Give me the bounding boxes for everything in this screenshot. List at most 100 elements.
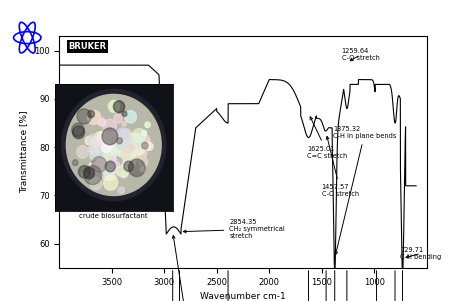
Circle shape [129, 135, 143, 150]
Circle shape [102, 128, 118, 145]
Circle shape [77, 146, 89, 158]
Circle shape [124, 157, 128, 162]
Circle shape [105, 168, 117, 181]
Circle shape [96, 143, 102, 149]
Circle shape [137, 134, 150, 148]
Text: BRUKER: BRUKER [68, 42, 107, 51]
Circle shape [122, 133, 130, 142]
Circle shape [128, 132, 141, 147]
Circle shape [111, 137, 118, 144]
Circle shape [94, 146, 102, 154]
Circle shape [121, 171, 128, 178]
Circle shape [90, 151, 98, 160]
Circle shape [117, 138, 122, 144]
Circle shape [97, 136, 100, 140]
Circle shape [133, 129, 146, 142]
Circle shape [87, 110, 100, 125]
Circle shape [122, 122, 126, 126]
Circle shape [125, 141, 130, 146]
Text: 729.71
C-H bending: 729.71 C-H bending [401, 247, 442, 260]
Circle shape [142, 142, 148, 149]
Circle shape [114, 114, 119, 119]
Circle shape [109, 132, 119, 142]
Text: 1375.32
C-H in plane bends: 1375.32 C-H in plane bends [333, 126, 397, 254]
Circle shape [117, 131, 122, 137]
Circle shape [90, 177, 102, 190]
Circle shape [119, 130, 129, 140]
Circle shape [127, 142, 137, 152]
Circle shape [117, 140, 126, 150]
Circle shape [142, 131, 146, 135]
Circle shape [96, 160, 104, 169]
Circle shape [90, 145, 99, 155]
Circle shape [117, 128, 128, 140]
Circle shape [98, 118, 106, 126]
Circle shape [95, 132, 105, 143]
Circle shape [78, 166, 90, 178]
Circle shape [74, 126, 82, 134]
Circle shape [94, 141, 105, 153]
Circle shape [117, 138, 128, 148]
Circle shape [121, 129, 132, 141]
Circle shape [122, 162, 127, 167]
Circle shape [112, 157, 117, 162]
Circle shape [104, 138, 109, 144]
Circle shape [119, 146, 130, 158]
Circle shape [73, 126, 84, 139]
Circle shape [109, 134, 115, 139]
X-axis label: crude biosurfactant: crude biosurfactant [80, 213, 148, 219]
Text: 1457.57
C-C stretch: 1457.57 C-C stretch [322, 136, 359, 197]
Circle shape [114, 144, 126, 156]
Y-axis label: Transmittance [%]: Transmittance [%] [19, 111, 28, 193]
Circle shape [140, 167, 145, 172]
Text: 2919.20
CH₂ asymmetrical
stretch: 2919.20 CH₂ asymmetrical stretch [157, 235, 217, 301]
Circle shape [113, 101, 125, 113]
Circle shape [122, 111, 127, 116]
Circle shape [93, 140, 97, 144]
Circle shape [103, 151, 111, 160]
Circle shape [118, 141, 125, 149]
Circle shape [104, 150, 111, 159]
Circle shape [123, 153, 136, 167]
Circle shape [101, 157, 108, 164]
Circle shape [98, 153, 107, 163]
Circle shape [100, 154, 113, 169]
Circle shape [118, 137, 125, 144]
Circle shape [101, 166, 115, 180]
Circle shape [129, 134, 142, 148]
Circle shape [132, 147, 138, 153]
Circle shape [84, 166, 101, 185]
Circle shape [113, 139, 120, 146]
Circle shape [127, 149, 135, 158]
Circle shape [123, 159, 135, 171]
Circle shape [90, 163, 93, 167]
Circle shape [88, 110, 94, 118]
Circle shape [133, 145, 147, 160]
Circle shape [88, 147, 92, 151]
Circle shape [98, 144, 111, 158]
Circle shape [100, 132, 113, 147]
Circle shape [104, 175, 118, 190]
Text: 1259.64
C-O stretch: 1259.64 C-O stretch [342, 48, 380, 61]
Circle shape [88, 134, 100, 147]
Circle shape [131, 142, 144, 156]
Circle shape [109, 138, 115, 145]
Circle shape [105, 151, 112, 159]
Circle shape [129, 144, 135, 150]
Circle shape [114, 114, 122, 123]
Circle shape [124, 161, 134, 171]
Circle shape [110, 147, 118, 154]
Text: 2854.35
CH₂ symmetrical
stretch: 2854.35 CH₂ symmetrical stretch [183, 219, 285, 239]
Circle shape [105, 139, 115, 150]
Circle shape [100, 133, 112, 147]
Circle shape [117, 135, 124, 143]
Circle shape [128, 135, 140, 149]
Circle shape [123, 143, 133, 153]
Circle shape [105, 156, 113, 165]
Circle shape [66, 95, 161, 196]
Circle shape [103, 162, 117, 176]
Circle shape [105, 161, 115, 172]
Circle shape [103, 154, 113, 164]
Circle shape [102, 131, 111, 140]
Circle shape [108, 143, 116, 151]
